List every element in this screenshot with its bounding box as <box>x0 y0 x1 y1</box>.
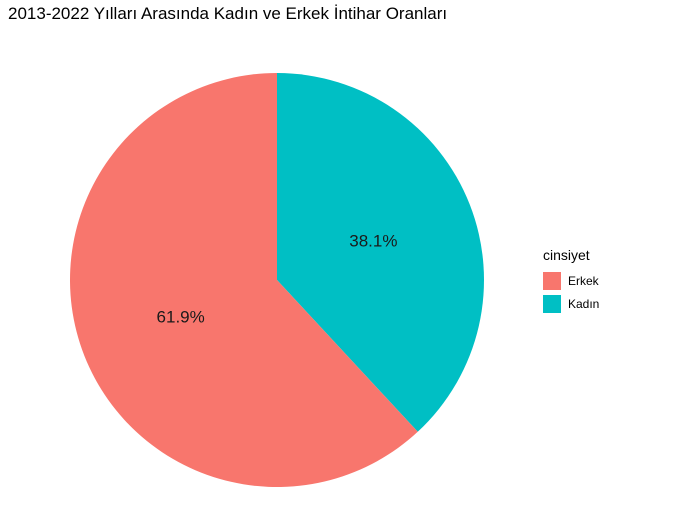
pie-slice-erkek <box>69 73 418 488</box>
slice-label-kadin: 38.1% <box>349 232 397 251</box>
legend-title: cinsiyet <box>543 247 590 263</box>
pie-slice-kadin <box>277 73 484 432</box>
legend: cinsiyet Erkek Kadın <box>543 247 599 315</box>
legend-item-erkek: Erkek <box>543 269 599 292</box>
chart-title: 2013-2022 Yılları Arasında Kadın ve Erke… <box>8 4 448 23</box>
legend-item-kadin: Kadın <box>543 292 599 315</box>
legend-key-erkek <box>543 271 561 290</box>
slice-label-erkek: 61.9% <box>157 307 205 326</box>
legend-label-kadin: Kadın <box>568 296 600 311</box>
legend-key-kadin <box>543 294 561 313</box>
legend-label-erkek: Erkek <box>568 273 599 288</box>
